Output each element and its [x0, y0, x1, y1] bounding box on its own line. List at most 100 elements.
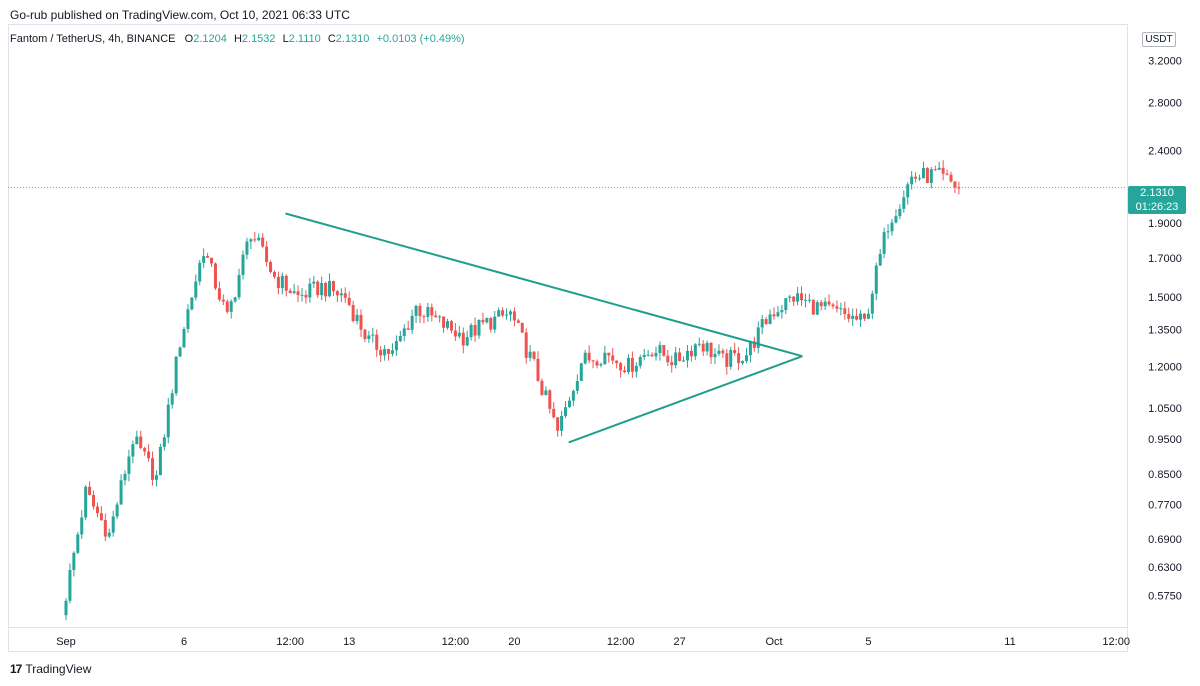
candle-body — [772, 314, 776, 317]
candle-body — [485, 318, 489, 323]
open-value: 2.1204 — [193, 33, 227, 45]
candle-body — [394, 341, 398, 351]
candle-body — [658, 345, 662, 353]
y-tick-label: 1.5000 — [1148, 292, 1182, 304]
candle-body — [823, 301, 827, 307]
candle-body — [198, 262, 202, 282]
candle-body — [245, 241, 249, 255]
candle-body — [701, 343, 705, 352]
candle-body — [843, 308, 847, 315]
candle-body — [662, 345, 666, 356]
candle-body — [508, 311, 512, 315]
y-tick-label: 1.0500 — [1148, 403, 1182, 415]
candle-body — [434, 315, 438, 318]
candle-body — [768, 314, 772, 324]
x-tick-label: 27 — [673, 636, 685, 648]
candle-body — [532, 351, 536, 359]
candle-body — [111, 516, 115, 533]
candle-body — [139, 436, 143, 449]
candle-body — [316, 281, 320, 296]
symbol-name[interactable]: Fantom / TetherUS, 4h, BINANCE — [10, 33, 176, 45]
x-tick-label: 12:00 — [442, 636, 470, 648]
candle-body — [918, 178, 922, 180]
candle-body — [748, 341, 752, 356]
candle-body — [194, 281, 198, 298]
candle-body — [595, 361, 599, 366]
candle-body — [288, 290, 292, 294]
candle-body — [705, 342, 709, 352]
candle-body — [713, 353, 717, 358]
y-tick-label: 3.2000 — [1148, 56, 1182, 68]
y-tick-label: 1.9000 — [1148, 218, 1182, 230]
candle-body — [623, 370, 627, 373]
candle-body — [760, 319, 764, 328]
candle-body — [190, 297, 194, 310]
candle-body — [851, 315, 855, 319]
candle-body — [304, 294, 308, 298]
candle-body — [693, 344, 697, 357]
candle-body — [544, 390, 548, 396]
y-tick-label: 1.7000 — [1148, 253, 1182, 265]
candle-body — [493, 316, 497, 330]
candle-body — [402, 328, 406, 336]
x-tick-label: Oct — [765, 636, 782, 648]
candle-body — [237, 274, 241, 298]
candle-body — [571, 390, 575, 401]
x-tick-label: Sep — [56, 636, 76, 648]
candle-body — [469, 325, 473, 338]
candle-body — [119, 480, 123, 505]
candle-body — [567, 400, 571, 408]
candle-body — [906, 184, 910, 198]
candle-body — [210, 257, 214, 264]
candle-body — [64, 600, 68, 616]
candle-body — [560, 416, 564, 431]
candle-body — [477, 319, 481, 336]
candle-body — [583, 352, 587, 364]
candle-body — [540, 380, 544, 396]
candle-body — [811, 299, 815, 315]
candle-body — [674, 352, 678, 366]
tradingview-logo-icon: 17 — [10, 662, 22, 676]
candle-body — [650, 354, 654, 357]
candle-body — [497, 310, 501, 317]
candle-body — [937, 167, 941, 170]
candle-body — [678, 352, 682, 362]
candle-body — [835, 306, 839, 309]
y-tick-label: 0.5750 — [1148, 591, 1182, 603]
candle-body — [670, 362, 674, 366]
candle-body — [107, 532, 111, 537]
candle-body — [788, 296, 792, 299]
candle-body — [186, 309, 190, 329]
candle-body — [501, 310, 505, 316]
candle-body — [516, 320, 520, 323]
x-tick-label: 12:00 — [276, 636, 304, 648]
candle-body — [933, 169, 937, 171]
candle-body — [878, 253, 882, 266]
candle-body — [611, 355, 615, 361]
currency-label[interactable]: USDT — [1142, 32, 1176, 47]
candle-body — [902, 197, 906, 209]
last-price-value: 2.1310 — [1140, 187, 1174, 199]
low-label: L — [282, 33, 289, 45]
candle-body — [312, 281, 316, 284]
x-tick-label: 11 — [1004, 636, 1015, 648]
publisher-header: Go-rub published on TradingView.com, Oct… — [10, 8, 350, 22]
candle-body — [320, 282, 324, 296]
footer-brand[interactable]: 17 TradingView — [10, 662, 91, 676]
candle-body — [449, 321, 453, 331]
candle-body — [638, 356, 642, 366]
candle-body — [957, 187, 961, 189]
candle-body — [929, 169, 933, 183]
candle-body — [855, 315, 859, 320]
candle-body — [697, 343, 701, 345]
candle-body — [217, 288, 221, 300]
candle-body — [764, 319, 768, 324]
candle-body — [178, 347, 182, 357]
candle-body — [626, 357, 630, 373]
candle-body — [182, 328, 186, 348]
candle-body — [819, 302, 823, 307]
x-tick-label: 13 — [343, 636, 355, 648]
candle-body — [202, 256, 206, 263]
candle-body — [355, 314, 359, 322]
